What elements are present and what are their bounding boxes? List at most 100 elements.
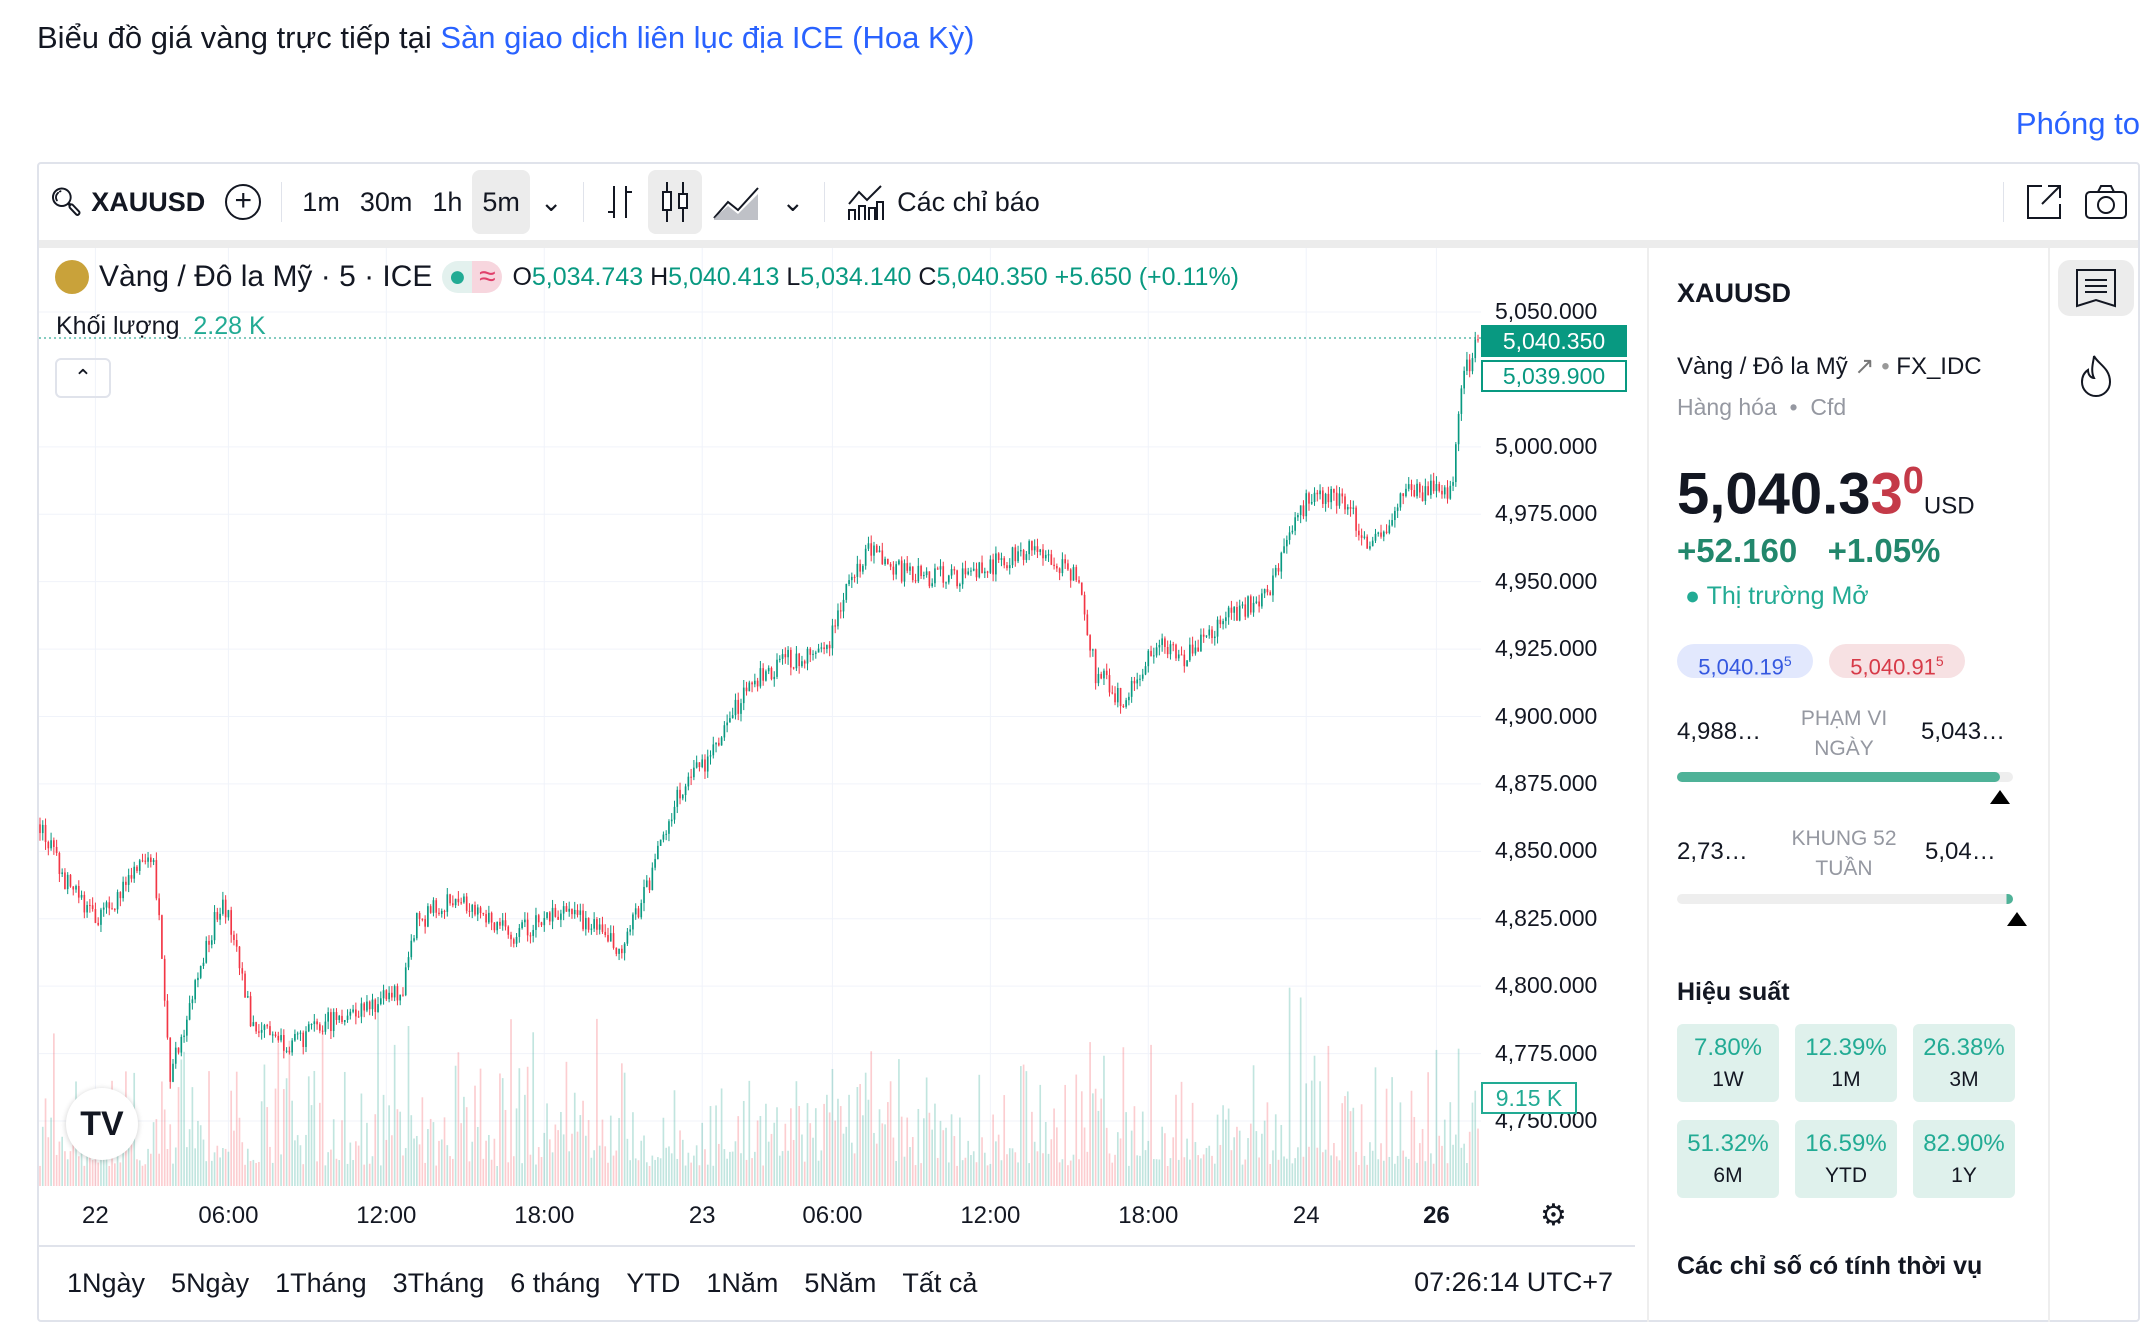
market-status-badge[interactable]: ● ≈ [442, 261, 503, 293]
market-status[interactable]: ● Thị trường Mở [1685, 582, 1869, 610]
chart-type-dropdown[interactable]: ⌄ [772, 170, 815, 234]
candle [238, 946, 241, 969]
volume-bar [709, 1106, 712, 1186]
candle [607, 935, 609, 942]
clock[interactable]: 07:26:14 UTC+7 [1414, 1267, 1613, 1297]
volume-bar [53, 1033, 55, 1186]
volume-bar [355, 1141, 357, 1186]
candle [1410, 484, 1413, 491]
collapse-legend-button[interactable]: ⌃ [55, 358, 111, 398]
symbol-search[interactable]: 🔍︎ XAUUSD [49, 186, 206, 218]
candle [767, 667, 770, 672]
volume-bar [643, 1135, 645, 1186]
volume-bar [1338, 1160, 1341, 1186]
volume-bar [1308, 1146, 1310, 1186]
range-ytd[interactable]: YTD [626, 1268, 681, 1298]
candle [989, 559, 992, 573]
candle [1341, 493, 1344, 497]
volume-bar [798, 1105, 801, 1186]
volume-bar [914, 1165, 917, 1186]
price-chart[interactable] [39, 248, 1635, 1193]
candle [1236, 607, 1238, 621]
day-range-marker [1989, 790, 2010, 804]
interval-1m[interactable]: 1m [302, 186, 340, 217]
range-1m[interactable]: 1Tháng [275, 1268, 367, 1298]
candle [1150, 650, 1152, 657]
candle [105, 902, 108, 908]
range-1d[interactable]: 1Ngày [67, 1268, 146, 1298]
candle [424, 919, 426, 927]
performance-tile[interactable]: 26.38% 3M [1913, 1024, 2015, 1102]
volume-bar [1011, 1148, 1014, 1186]
range-5y[interactable]: 5Năm [804, 1268, 877, 1298]
price-tick: 5,000.000 [1495, 432, 1598, 459]
performance-tile[interactable]: 12.39% 1M [1795, 1024, 1897, 1102]
axis-settings-icon[interactable]: ⚙︎ [1540, 1199, 1567, 1232]
candle [391, 992, 393, 998]
volume-bar [1360, 1104, 1363, 1186]
range-5d[interactable]: 5Ngày [171, 1268, 250, 1298]
volume-bar [756, 1120, 759, 1186]
popout-button[interactable] [2014, 170, 2074, 234]
panel-symbol: XAUUSD [1677, 278, 1792, 308]
candle [806, 648, 809, 664]
performance-tile[interactable]: 7.80% 1W [1677, 1024, 1779, 1102]
candle [302, 1032, 305, 1047]
candle [1424, 486, 1427, 502]
candle [609, 933, 612, 942]
volume-bar [659, 1158, 662, 1186]
volume-bar [834, 1120, 837, 1186]
range-3m[interactable]: 3Tháng [392, 1268, 485, 1298]
volume-bar [565, 1061, 568, 1186]
area-chart-type[interactable] [702, 170, 772, 234]
range-1y[interactable]: 1Năm [706, 1268, 779, 1298]
performance-tile[interactable]: 82.90% 1Y [1913, 1120, 2015, 1198]
candle [1025, 554, 1028, 560]
bar-chart-type[interactable] [594, 170, 648, 234]
candle [629, 929, 631, 932]
volume-bar [1407, 1158, 1410, 1186]
hot-button[interactable] [2072, 352, 2120, 405]
snapshot-button[interactable] [2074, 170, 2138, 234]
interval-1h[interactable]: 1h [432, 186, 463, 217]
interval-5m[interactable]: 5m [472, 170, 530, 234]
performance-tile[interactable]: 51.32% 6M [1677, 1120, 1779, 1198]
external-link-icon[interactable]: ↗ [1854, 353, 1875, 380]
volume-bar [1078, 1159, 1080, 1186]
volume-bar [332, 1119, 335, 1186]
volume-bar [964, 1157, 967, 1186]
volume-bar [391, 1135, 393, 1186]
volume-bar [271, 1162, 274, 1186]
tradingview-logo[interactable]: TV [66, 1088, 138, 1160]
candle [884, 558, 886, 565]
week52-marker [2007, 912, 2028, 926]
performance-tile[interactable]: 16.59% YTD [1795, 1120, 1897, 1198]
candle [55, 846, 58, 853]
indicators-button[interactable]: Các chỉ báo [835, 170, 1050, 234]
volume-bar [338, 1160, 341, 1186]
candle [255, 1022, 257, 1032]
zoom-link[interactable]: Phóng to [2015, 106, 2140, 141]
volume-bar [729, 1151, 731, 1186]
candle [784, 654, 787, 658]
candle [1039, 549, 1042, 552]
volume-bar [803, 1161, 806, 1186]
volume-bar [136, 1159, 138, 1186]
interval-dropdown[interactable]: ⌄ [530, 170, 573, 234]
volume-bar [596, 1018, 598, 1186]
volume-bar [421, 1097, 424, 1186]
candle [903, 563, 906, 582]
candle [149, 857, 152, 862]
volume-bar [255, 1162, 257, 1186]
interval-30m[interactable]: 30m [359, 186, 413, 217]
details-button[interactable] [2058, 260, 2134, 316]
ice-link[interactable]: Sàn giao dịch liên lục địa ICE (Hoa Kỳ) [440, 20, 975, 55]
candle [582, 910, 584, 930]
range-all[interactable]: Tất cả [902, 1268, 978, 1298]
candle-chart-type[interactable] [647, 170, 702, 234]
range-6m[interactable]: 6 tháng [510, 1268, 601, 1298]
volume-bar [543, 1132, 546, 1186]
candle [665, 833, 668, 835]
volume-bar [1014, 1152, 1017, 1186]
compare-button[interactable]: + [215, 170, 271, 234]
